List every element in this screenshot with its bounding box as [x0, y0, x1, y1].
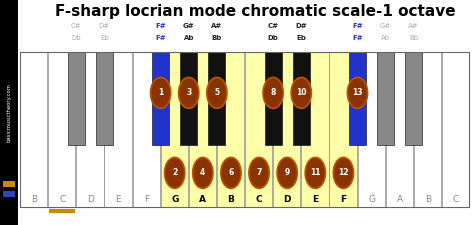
Bar	[133, 52, 160, 207]
Text: D#: D#	[99, 23, 110, 29]
Text: G#: G#	[183, 23, 194, 29]
Text: G: G	[368, 196, 375, 205]
Text: 5: 5	[214, 88, 219, 97]
Bar	[293, 52, 310, 145]
Bar	[104, 52, 132, 207]
Text: F: F	[144, 196, 149, 205]
Text: 1: 1	[158, 88, 163, 97]
Text: 7: 7	[256, 168, 262, 177]
Text: 6: 6	[228, 168, 234, 177]
Text: G: G	[171, 196, 178, 205]
Text: F: F	[340, 196, 346, 205]
Text: B: B	[425, 196, 431, 205]
Ellipse shape	[291, 77, 312, 108]
Bar	[245, 52, 272, 207]
Text: F#: F#	[352, 23, 363, 29]
Text: 11: 11	[310, 168, 320, 177]
Text: Bb: Bb	[409, 35, 418, 41]
Bar	[3, 191, 15, 197]
Text: 4: 4	[200, 168, 205, 177]
Bar	[265, 52, 282, 145]
Text: D: D	[284, 196, 291, 205]
Text: F#: F#	[155, 35, 166, 41]
Bar	[273, 52, 301, 207]
Text: C#: C#	[268, 23, 278, 29]
Bar	[20, 52, 47, 207]
Bar	[414, 52, 441, 207]
Text: 2: 2	[172, 168, 177, 177]
Text: A: A	[396, 196, 403, 205]
Text: 12: 12	[338, 168, 349, 177]
Ellipse shape	[263, 77, 283, 108]
Ellipse shape	[178, 77, 199, 108]
Bar	[209, 52, 225, 145]
Bar	[3, 181, 15, 187]
Text: E: E	[116, 196, 121, 205]
Ellipse shape	[277, 158, 297, 188]
Text: C: C	[453, 196, 459, 205]
Bar	[96, 52, 113, 145]
Text: D#: D#	[295, 23, 307, 29]
Text: Ab: Ab	[184, 35, 194, 41]
Bar	[180, 52, 197, 145]
Text: Eb: Eb	[296, 35, 306, 41]
Bar	[349, 52, 366, 145]
Bar	[160, 52, 188, 207]
Bar	[48, 52, 76, 207]
Text: A#: A#	[211, 23, 222, 29]
Text: E: E	[312, 196, 319, 205]
Text: B: B	[31, 196, 37, 205]
Ellipse shape	[207, 77, 227, 108]
Bar	[377, 52, 394, 145]
Text: 9: 9	[285, 168, 290, 177]
Ellipse shape	[165, 158, 185, 188]
Text: F#: F#	[352, 35, 363, 41]
Text: G#: G#	[380, 23, 391, 29]
Text: A#: A#	[408, 23, 419, 29]
Bar	[189, 52, 216, 207]
Bar	[405, 52, 422, 145]
Bar	[152, 52, 169, 145]
Text: 10: 10	[296, 88, 306, 97]
Ellipse shape	[333, 158, 354, 188]
Ellipse shape	[221, 158, 241, 188]
Text: C#: C#	[71, 23, 82, 29]
Bar	[68, 52, 84, 145]
Text: Db: Db	[71, 35, 81, 41]
Bar	[76, 52, 103, 207]
Bar	[301, 52, 329, 207]
Text: C: C	[256, 196, 262, 205]
Bar	[329, 52, 357, 207]
Text: A: A	[199, 196, 206, 205]
Text: C: C	[59, 196, 65, 205]
Text: 13: 13	[352, 88, 363, 97]
Ellipse shape	[305, 158, 325, 188]
Text: Ab: Ab	[381, 35, 390, 41]
Text: B: B	[228, 196, 235, 205]
Text: Bb: Bb	[211, 35, 222, 41]
Text: 8: 8	[270, 88, 276, 97]
Ellipse shape	[193, 158, 213, 188]
Bar	[0, 0, 18, 225]
Text: F-sharp locrian mode chromatic scale-1 octave: F-sharp locrian mode chromatic scale-1 o…	[55, 4, 455, 19]
Bar	[20, 52, 469, 207]
Text: 3: 3	[186, 88, 191, 97]
Text: F#: F#	[155, 23, 166, 29]
Ellipse shape	[347, 77, 368, 108]
Bar	[386, 52, 413, 207]
Text: Db: Db	[268, 35, 278, 41]
Text: Eb: Eb	[100, 35, 109, 41]
Ellipse shape	[151, 77, 171, 108]
Bar	[217, 52, 244, 207]
Ellipse shape	[249, 158, 269, 188]
Bar	[357, 52, 385, 207]
Text: D: D	[87, 196, 94, 205]
Text: basicmusictheory.com: basicmusictheory.com	[7, 83, 11, 142]
Bar	[442, 52, 469, 207]
